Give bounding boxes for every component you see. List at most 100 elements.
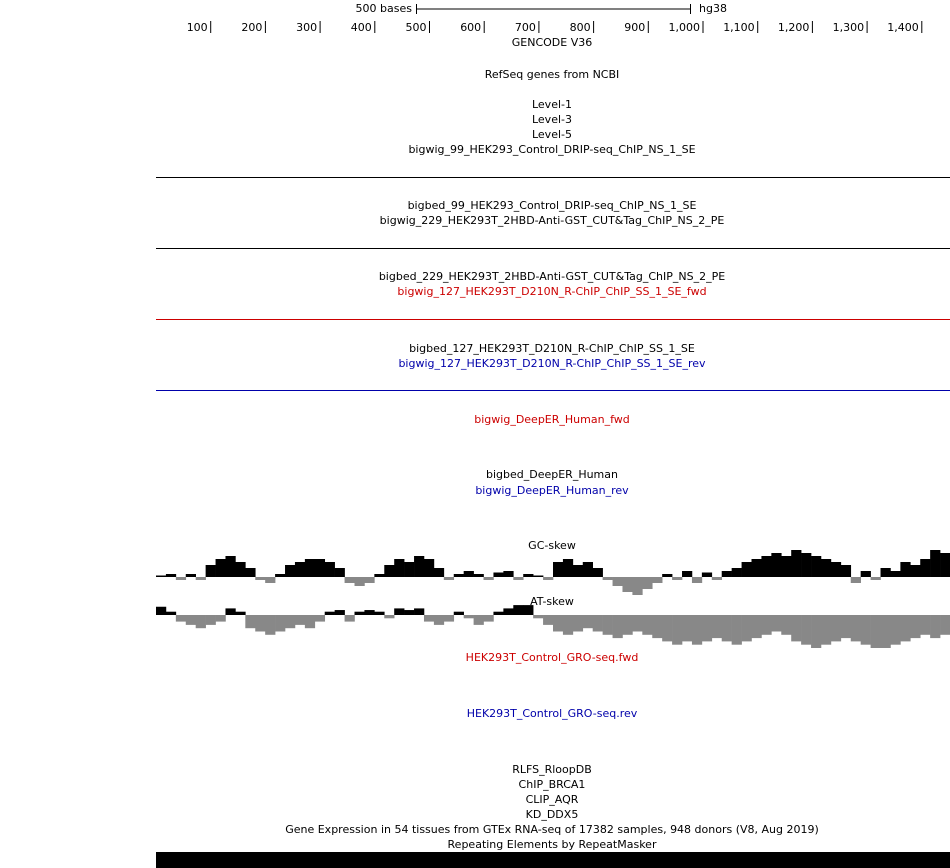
skew-bar (265, 577, 276, 583)
skew-bar (751, 559, 762, 577)
ruler-tick-label: 700 (515, 21, 536, 34)
skew-bar (642, 577, 653, 589)
skew-bar (523, 574, 534, 577)
track-label: CLIP_AQR (526, 793, 579, 806)
skew-bar (801, 553, 812, 577)
track-label: Gene Expression in 54 tissues from GTEx … (285, 823, 819, 836)
skew-bar (781, 556, 792, 577)
skew-bar (245, 568, 256, 577)
skew-bar (701, 572, 713, 577)
skew-bar (632, 615, 643, 632)
ruler-tick-label: 1,100 (723, 21, 755, 34)
ruler-tick-label: 1,200 (778, 21, 810, 34)
skew-bar (632, 577, 643, 595)
skew-bar (374, 611, 385, 615)
ruler-tick-label: 100 (187, 21, 208, 34)
skew-bar (781, 615, 792, 635)
skew-bar (662, 574, 673, 577)
skew-bar (255, 577, 266, 580)
skew-bar (156, 606, 167, 615)
skew-bar (314, 559, 326, 577)
skew-bar (771, 553, 782, 577)
skew-bar (553, 562, 564, 577)
skew-bar (682, 571, 693, 577)
skew-bar (175, 615, 187, 622)
skew-bar (711, 577, 723, 580)
skew-bar (384, 615, 395, 619)
skew-bar (404, 562, 415, 577)
skew-bar (940, 553, 950, 577)
skew-bar (900, 562, 911, 577)
track-label: bigwig_229_HEK293T_2HBD-Anti-GST_CUT&Tag… (380, 214, 725, 227)
track-label: GENCODE V36 (512, 36, 592, 49)
track-label: HEK293T_Control_GRO-seq.fwd (466, 651, 639, 664)
skew-bar (870, 577, 881, 580)
track-label: RLFS_RloopDB (512, 763, 592, 776)
ruler-tick-label: 400 (351, 21, 372, 34)
skew-bar (463, 571, 474, 577)
skew-bar (195, 615, 206, 629)
skew-bar (850, 577, 861, 583)
skew-bar (543, 577, 554, 580)
skew-bar (344, 577, 355, 583)
skew-bar (582, 615, 593, 629)
track-label: bigbed_127_HEK293T_D210N_R-ChIP_ChIP_SS_… (409, 342, 695, 355)
skew-bar (285, 565, 296, 577)
skew-bar (602, 615, 613, 635)
skew-bar (672, 577, 683, 580)
skew-bar (394, 608, 405, 615)
skew-bar (175, 577, 187, 580)
skew-bar (880, 615, 891, 648)
skew-bar (364, 610, 375, 615)
assembly-label: hg38 (699, 2, 727, 15)
skew-bar (930, 550, 941, 577)
skew-bar (642, 615, 653, 635)
skew-bar (830, 615, 842, 642)
skew-bar (622, 615, 633, 635)
skew-bar (910, 565, 921, 577)
track-label: bigbed_99_HEK293_Control_DRIP-seq_ChIP_N… (408, 199, 697, 212)
skew-bar (612, 615, 623, 639)
skew-bar (473, 615, 484, 625)
skew-bar (493, 572, 504, 577)
track-label: bigwig_DeepER_Human_fwd (474, 413, 629, 426)
skew-bar (374, 574, 385, 577)
track-label: bigwig_127_HEK293T_D210N_R-ChIP_ChIP_SS_… (398, 357, 706, 370)
skew-bar (741, 562, 752, 577)
skew-bar (205, 615, 216, 625)
skew-bar (453, 611, 464, 615)
skew-bar (453, 574, 464, 577)
skew-bar (185, 615, 196, 625)
skew-bar (414, 556, 425, 577)
track-label: bigbed_DeepER_Human (486, 468, 618, 481)
skew-bar (582, 562, 593, 577)
skew-bar (463, 615, 474, 619)
skew-bar (662, 615, 673, 642)
skew-bar (294, 562, 306, 577)
ruler-tick-label: 600 (460, 21, 481, 34)
skew-bar (791, 550, 802, 577)
skew-bar (711, 615, 723, 639)
skew-bar (910, 615, 921, 639)
skew-bar (840, 565, 852, 577)
skew-bar (215, 559, 226, 577)
skew-bar (185, 574, 196, 577)
track-label: bigbed_229_HEK293T_2HBD-Anti-GST_CUT&Tag… (379, 270, 725, 283)
skew-bar (195, 577, 206, 580)
skew-bar (691, 577, 703, 583)
skew-bar (543, 615, 554, 625)
skew-bar (285, 615, 296, 629)
skew-bar (423, 615, 435, 622)
skew-bar (473, 574, 484, 577)
skew-bar (890, 571, 901, 577)
skew-bar (433, 615, 445, 625)
skew-bar (314, 615, 326, 622)
skew-bar (602, 577, 613, 580)
ruler-tick-label: 1,400 (887, 21, 919, 34)
skew-bar (741, 615, 752, 642)
skew-bar (592, 568, 603, 577)
skew-bar (423, 559, 435, 577)
skew-bar (394, 559, 405, 577)
